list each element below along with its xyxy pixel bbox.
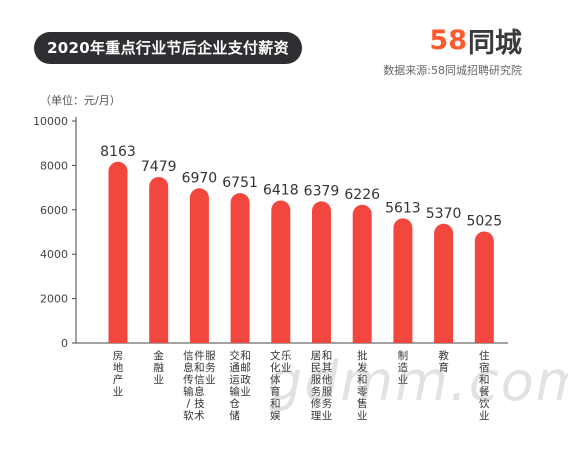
brand-name: 同城 — [468, 27, 522, 59]
bar — [271, 200, 291, 343]
y-tick-label: 10000 — [33, 115, 68, 128]
category-label: 房地产业 — [113, 349, 124, 398]
bar — [189, 188, 209, 343]
bar-value-label: 6970 — [182, 170, 218, 186]
bar-value-label: 6379 — [304, 183, 340, 199]
brand-logo: 58 同城 — [429, 24, 522, 59]
bar-value-label: 5613 — [385, 200, 421, 216]
category-label: 住宿和餐饮业 — [479, 349, 490, 422]
bar-value-label: 5025 — [466, 213, 502, 229]
bar — [230, 193, 250, 343]
bar — [393, 218, 413, 343]
bar-value-label: 6751 — [222, 175, 258, 191]
bar-value-label: 8163 — [100, 144, 136, 160]
category-label: 信息传输/软件和信息技术服务业 — [183, 350, 216, 422]
y-axis-unit: （单位：元/月） — [40, 94, 121, 107]
y-tick-label: 6000 — [40, 204, 68, 217]
brand-number: 58 — [429, 24, 467, 56]
bar — [312, 201, 331, 343]
category-label: 教育 — [438, 349, 449, 374]
bar-value-label: 7479 — [141, 159, 177, 175]
bar — [149, 176, 169, 343]
y-tick-label: 0 — [61, 337, 68, 350]
bar — [352, 204, 372, 343]
bar — [474, 231, 494, 343]
category-label: 金融业 — [153, 349, 164, 386]
bar — [434, 223, 454, 343]
category-label: 文化体育和娱乐业 — [270, 349, 292, 422]
y-tick-label: 8000 — [40, 159, 68, 172]
y-tick-label: 4000 — [40, 248, 68, 261]
y-tick-label: 2000 — [40, 293, 68, 306]
bar — [108, 161, 128, 343]
data-source: 数据来源:58同城招聘研究院 — [383, 64, 522, 77]
category-label: 居民服务修理和其他服务业 — [311, 350, 333, 422]
category-label: 交通运输仓储和邮政业 — [229, 349, 251, 422]
bar-value-label: 6418 — [263, 183, 299, 199]
category-label: 制造业 — [398, 349, 409, 386]
chart-title: 2020年重点行业节后企业支付薪资 — [34, 32, 302, 64]
bar-value-label: 6226 — [344, 187, 380, 203]
bar-value-label: 5370 — [426, 206, 462, 222]
category-label: 批发和零售业 — [357, 349, 368, 422]
